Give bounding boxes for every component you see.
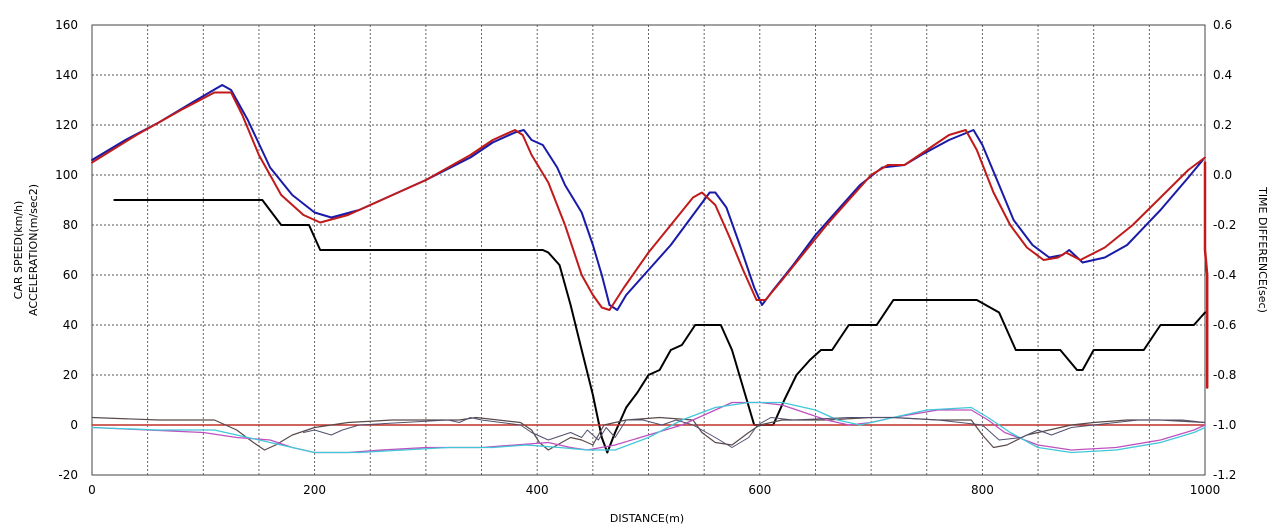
series-line-8 (91, 401, 1206, 454)
x-tick-label: 0 (88, 483, 96, 497)
left-tick-label: 120 (55, 118, 78, 132)
left-tick-label: 160 (55, 18, 78, 32)
right-tick-label: 0.4 (1213, 68, 1232, 82)
series-layer (91, 84, 1209, 454)
series-line-2 (91, 91, 1206, 311)
right-tick-label: 0.0 (1213, 168, 1232, 182)
left-tick-label: 0 (70, 418, 78, 432)
left-axis-ticks: -20 0 20 40 60 80 100 120 140 160 (55, 18, 78, 482)
right-tick-label: -0.6 (1213, 318, 1236, 332)
x-tick-label: 800 (971, 483, 994, 497)
series-line-5 (1203, 161, 1209, 389)
right-tick-label: 0.6 (1213, 18, 1232, 32)
left-axis-title-acceleration: ACCELERATION(m/sec2) (27, 184, 40, 316)
right-tick-label: -0.2 (1213, 218, 1236, 232)
x-axis-ticks: 0 200 400 600 800 1000 (88, 483, 1220, 497)
series-line-1 (91, 84, 1204, 311)
left-tick-label: 40 (63, 318, 78, 332)
left-tick-label: 100 (55, 168, 78, 182)
right-tick-label: -0.4 (1213, 268, 1236, 282)
left-tick-label: 20 (63, 368, 78, 382)
x-tick-label: 1000 (1190, 483, 1221, 497)
left-tick-label: 60 (63, 268, 78, 282)
series-line-9 (303, 417, 1206, 448)
right-tick-label: -1.0 (1213, 418, 1236, 432)
x-tick-label: 200 (303, 483, 326, 497)
right-tick-label: -0.8 (1213, 368, 1236, 382)
x-tick-label: 400 (526, 483, 549, 497)
series-line-6 (91, 416, 1206, 451)
left-tick-label: 140 (55, 68, 78, 82)
right-axis-title: TIME DIFFERENCE(sec) (1256, 186, 1269, 313)
right-axis-ticks: -1.2 -1.0 -0.8 -0.6 -0.4 -0.2 0.0 0.2 0.4 0.6 (1213, 18, 1236, 482)
series-line-3 (113, 199, 1209, 454)
x-tick-label: 600 (748, 483, 771, 497)
x-axis-title: DISTANCE(m) (610, 512, 684, 525)
left-tick-label: -20 (58, 468, 78, 482)
right-tick-label: -1.2 (1213, 468, 1236, 482)
right-tick-label: 0.2 (1213, 118, 1232, 132)
left-tick-label: 80 (63, 218, 78, 232)
left-axis-title-speed: CAR SPEED(km/h) (12, 201, 25, 300)
